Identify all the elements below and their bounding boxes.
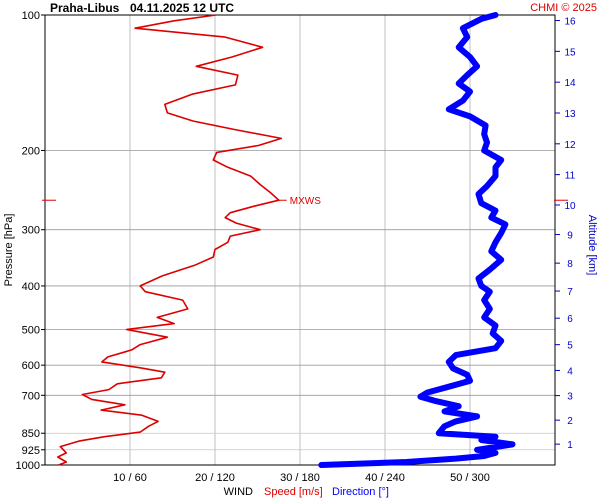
wind-tick-label: 20 / 120	[195, 472, 235, 484]
altitude-tick-label: 8	[567, 259, 573, 270]
altitude-tick-label: 16	[564, 17, 576, 28]
pressure-tick-label: 500	[22, 325, 40, 337]
altitude-tick-label: 13	[564, 109, 576, 120]
altitude-tick-label: 12	[564, 140, 576, 151]
altitude-tick-label: 11	[565, 171, 576, 182]
pressure-tick-label: 300	[22, 225, 40, 237]
altitude-tick-label: 10	[564, 201, 576, 212]
station-title: Praha-Libus	[50, 1, 120, 15]
pressure-tick-label: 925	[22, 445, 40, 457]
direction-series-line	[318, 12, 516, 468]
speed-axis-label: Speed [m/s]	[264, 486, 323, 498]
pressure-tick-label: 1000	[16, 460, 40, 472]
altitude-tick-label: 14	[564, 78, 576, 89]
altitude-tick-label: 7	[567, 287, 573, 298]
mxws-label: MXWS	[290, 196, 321, 207]
altitude-tick-label: 2	[567, 416, 573, 427]
altitude-tick-label: 1	[567, 440, 573, 451]
wind-tick-label: 10 / 60	[113, 472, 147, 484]
pressure-axis-label: Pressure [hPa]	[3, 214, 15, 287]
altitude-axis-label: Altitude [km]	[586, 215, 598, 276]
plot-frame	[44, 14, 556, 466]
wind-axis: 10 / 60 20 / 120 30 / 180 40 / 240 50 / 300	[113, 472, 490, 484]
grid	[45, 15, 555, 465]
direction-axis-label: Direction [°]	[332, 486, 389, 498]
altitude-tick-label: 15	[564, 47, 576, 58]
altitude-tick-label: 3	[567, 392, 573, 403]
altitude-tick-label: 4	[567, 366, 573, 377]
wind-tick-label: 30 / 180	[280, 472, 320, 484]
pressure-tick-label: 100	[22, 10, 40, 22]
altitude-tick-label: 9	[567, 230, 573, 241]
pressure-tick-label: 600	[22, 360, 40, 372]
altitude-tick-label: 5	[567, 341, 573, 352]
pressure-axis: 100 200 300 400 500 600 700 850 925 1000	[16, 10, 45, 472]
datetime-title: 04.11.2025 12 UTC	[130, 1, 234, 15]
mxws-marker: MXWS	[42, 196, 568, 207]
speed-series-line	[56, 14, 283, 466]
pressure-tick-label: 850	[22, 428, 40, 440]
wind-tick-label: 40 / 240	[365, 472, 405, 484]
pressure-tick-label: 700	[22, 390, 40, 402]
wind-tick-label: 50 / 300	[450, 472, 490, 484]
altitude-tick-label: 6	[567, 314, 573, 325]
copyright-label: CHMI © 2025	[530, 2, 597, 14]
wind-axis-prefix: WIND	[224, 486, 253, 498]
pressure-tick-label: 200	[22, 145, 40, 157]
pressure-tick-label: 400	[22, 281, 40, 293]
